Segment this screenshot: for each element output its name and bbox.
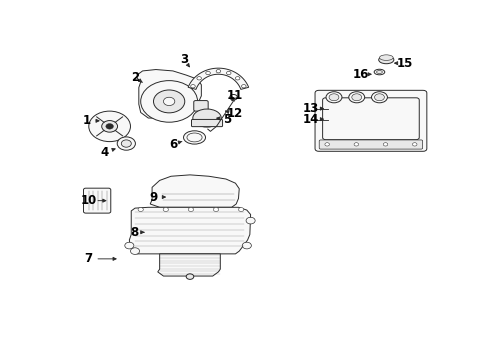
FancyBboxPatch shape [191, 120, 222, 127]
Text: 15: 15 [396, 57, 412, 69]
Ellipse shape [376, 71, 382, 73]
Text: 4: 4 [101, 146, 109, 159]
Circle shape [105, 123, 113, 129]
Circle shape [242, 242, 251, 249]
Text: 8: 8 [129, 226, 138, 239]
Text: 2: 2 [131, 71, 139, 84]
Text: 1: 1 [82, 114, 90, 127]
Ellipse shape [328, 94, 338, 101]
Polygon shape [150, 175, 239, 207]
Circle shape [324, 143, 329, 146]
FancyBboxPatch shape [83, 188, 111, 213]
Ellipse shape [351, 94, 361, 101]
Circle shape [138, 208, 143, 211]
Ellipse shape [183, 131, 205, 144]
Text: 11: 11 [226, 89, 243, 102]
Text: 10: 10 [80, 194, 96, 207]
Circle shape [163, 208, 168, 211]
Text: 3: 3 [180, 53, 188, 66]
Text: 9: 9 [149, 190, 158, 203]
Circle shape [124, 242, 134, 249]
Polygon shape [137, 69, 201, 118]
FancyBboxPatch shape [314, 90, 426, 151]
Ellipse shape [378, 56, 393, 64]
Circle shape [102, 121, 117, 132]
Ellipse shape [192, 109, 221, 127]
Circle shape [238, 208, 244, 211]
Circle shape [241, 85, 245, 88]
Circle shape [226, 71, 230, 75]
Circle shape [411, 143, 416, 146]
Polygon shape [158, 254, 220, 276]
FancyBboxPatch shape [193, 100, 208, 111]
Circle shape [89, 111, 130, 141]
Circle shape [121, 140, 131, 147]
Polygon shape [129, 207, 250, 254]
Text: 14: 14 [303, 113, 319, 126]
Circle shape [188, 208, 193, 211]
Ellipse shape [186, 133, 202, 142]
Text: 12: 12 [226, 107, 243, 120]
Circle shape [130, 248, 139, 255]
Circle shape [186, 274, 193, 279]
Text: 16: 16 [352, 68, 368, 81]
Circle shape [163, 97, 175, 105]
Circle shape [190, 85, 195, 88]
Circle shape [197, 77, 201, 80]
Circle shape [383, 143, 387, 146]
Circle shape [141, 81, 197, 122]
Text: 7: 7 [84, 252, 92, 265]
Circle shape [353, 143, 358, 146]
Text: 13: 13 [303, 102, 319, 115]
Ellipse shape [325, 92, 341, 103]
Ellipse shape [374, 94, 384, 101]
Polygon shape [188, 68, 248, 89]
Text: 5: 5 [223, 113, 231, 126]
Ellipse shape [348, 92, 364, 103]
Circle shape [245, 217, 255, 224]
Ellipse shape [373, 69, 384, 75]
Text: 6: 6 [168, 138, 177, 150]
Ellipse shape [379, 55, 392, 60]
Circle shape [117, 137, 135, 150]
Ellipse shape [371, 92, 386, 103]
Circle shape [235, 77, 240, 80]
Circle shape [153, 90, 184, 113]
FancyBboxPatch shape [322, 98, 418, 140]
Circle shape [205, 71, 210, 75]
FancyBboxPatch shape [319, 140, 422, 149]
Circle shape [216, 69, 220, 73]
Circle shape [213, 208, 218, 211]
